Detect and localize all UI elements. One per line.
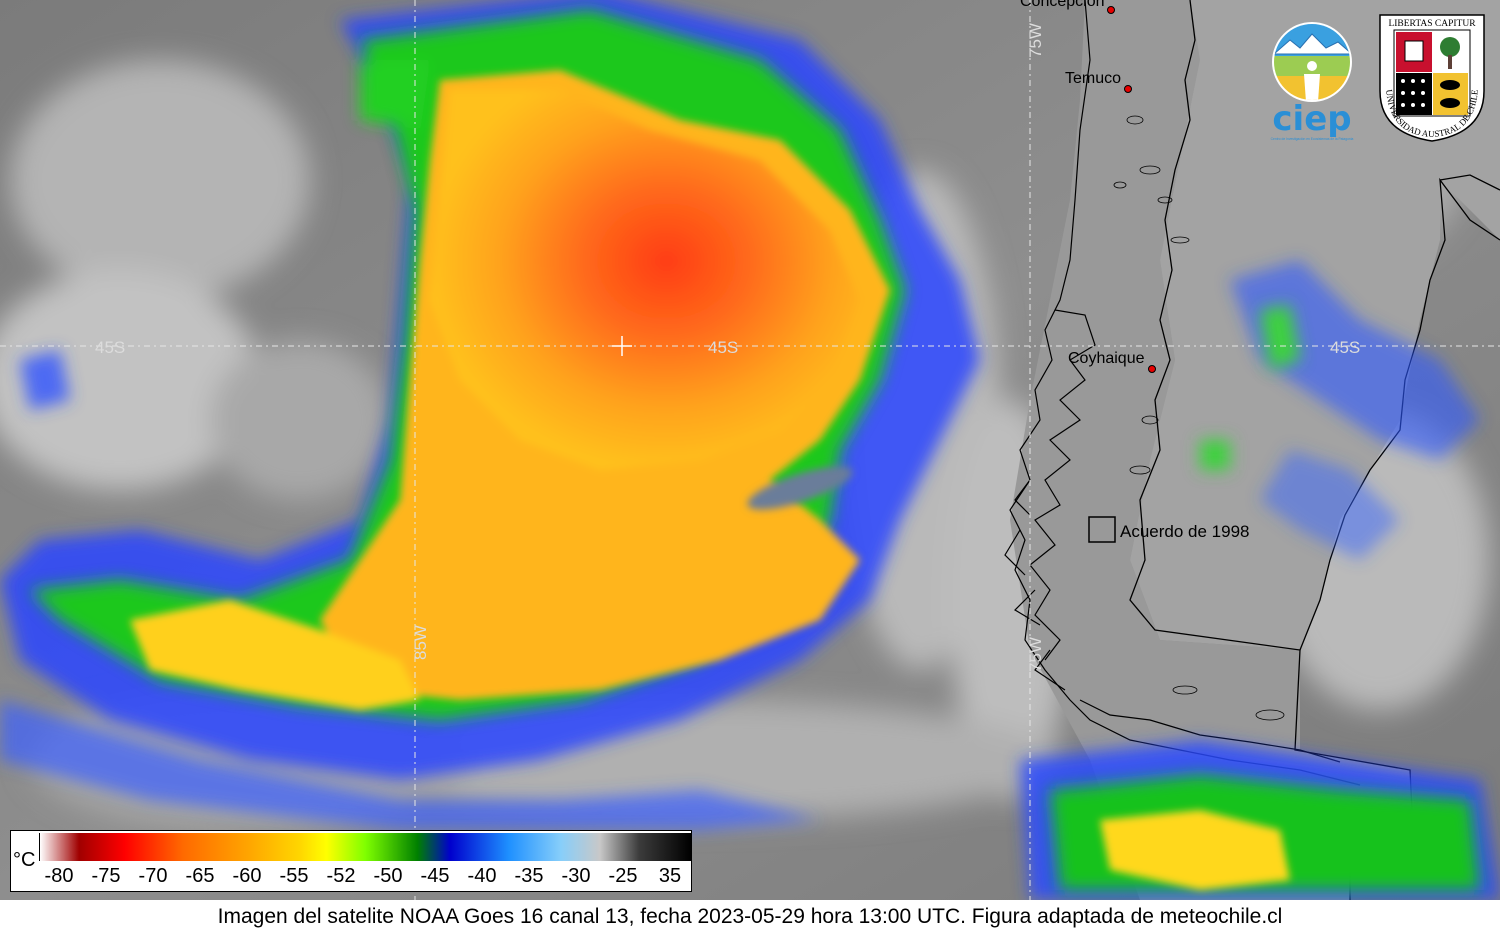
lat-label-center: 45S (708, 338, 738, 357)
lat-label-west: 45S (95, 338, 125, 357)
temperature-legend: °C (10, 830, 692, 892)
legend-tick: -80 (44, 865, 74, 887)
place-dot-concepcion (1107, 6, 1115, 14)
ciep-wordmark: ciep (1272, 99, 1351, 139)
legend-unit: °C (13, 849, 36, 871)
lat-label-east: 45S (1330, 338, 1360, 357)
legend-tick: -75 (91, 865, 121, 887)
dry-slot (747, 466, 853, 510)
legend-tick: -30 (561, 865, 591, 887)
legend-tick: -70 (138, 865, 168, 887)
uach-motto: LIBERTAS CAPITUR (1388, 19, 1476, 29)
graticule-labels: 45S 45S 45S 75W 75W 85W (95, 23, 1360, 672)
place-label-concepcion: Concepción (1020, 0, 1105, 10)
legend-tick: -45 (420, 865, 450, 887)
place-dot-coyhaique (1148, 365, 1156, 373)
uach-logo: LIBERTAS CAPITUR UNIVERSIDAD AUSTRAL DE … (1379, 14, 1485, 142)
annotation-box (1088, 516, 1116, 543)
legend-tick: -25 (608, 865, 638, 887)
lon-label-south: 75W (1026, 637, 1045, 672)
figure-caption: Imagen del satelite NOAA Goes 16 canal 1… (0, 900, 1500, 934)
ciep-logo: ciep Centro de Investigación en Ecosiste… (1271, 22, 1354, 141)
lon-label-west: 85W (411, 625, 430, 660)
lon-label-north: 75W (1026, 23, 1045, 58)
ciep-subtitle: Centro de Investigación en Ecosistemas d… (1271, 137, 1354, 141)
legend-color-bar (39, 833, 691, 861)
coastline (1004, 0, 1361, 786)
legend-tick: -55 (279, 865, 309, 887)
place-label-temuco: Temuco (1065, 70, 1121, 87)
legend-tick: -52 (326, 865, 356, 887)
legend-tick: 35 (658, 865, 682, 887)
legend-tick: -60 (232, 865, 262, 887)
legend-tick: -65 (185, 865, 215, 887)
cloud-core (130, 70, 1290, 890)
lakes (1113, 115, 1285, 721)
satellite-image: 45S 45S 45S 75W 75W 85W Concepción Temuc… (0, 0, 1500, 900)
place-label-coyhaique: Coyhaique (1068, 350, 1145, 367)
graticule (0, 0, 1500, 900)
legend-ticks: -80 -75 -70 -65 -60 -55 -52 -50 -45 -40 -35 -30 -25 3… (39, 865, 690, 889)
legend-tick: -50 (373, 865, 403, 887)
annotation-label: Acuerdo de 1998 (1120, 522, 1250, 541)
legend-tick: -35 (514, 865, 544, 887)
legend-tick: -40 (467, 865, 497, 887)
place-dot-temuco (1124, 85, 1132, 93)
places: Concepción Temuco Coyhaique (1020, 0, 1156, 373)
